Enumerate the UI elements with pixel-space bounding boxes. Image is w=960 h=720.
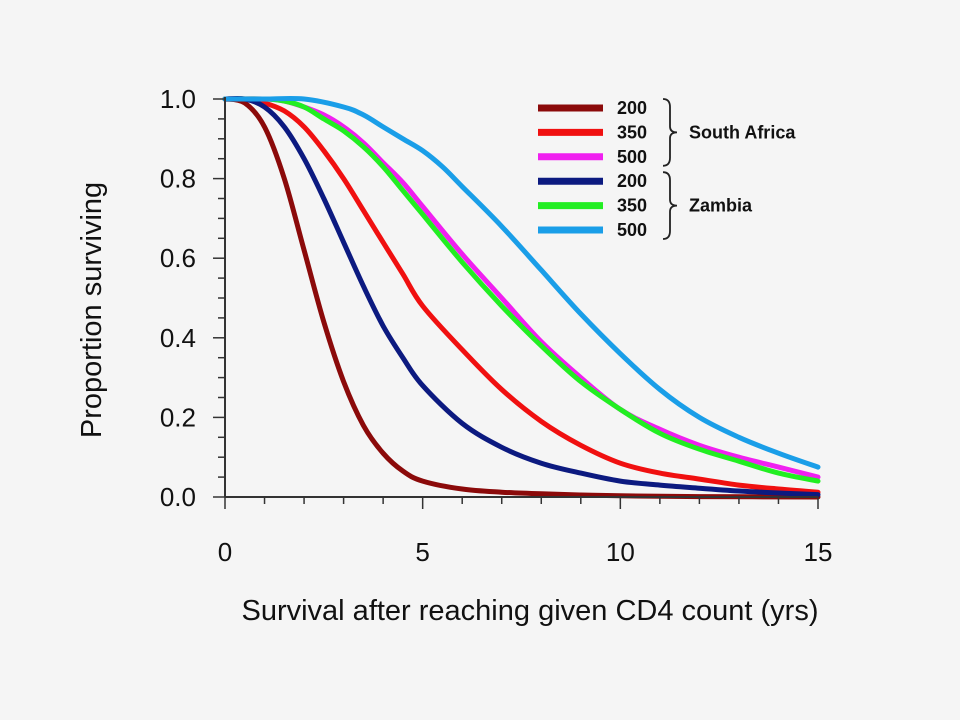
legend-group-label: Zambia xyxy=(689,196,753,216)
legend-label: 350 xyxy=(617,122,647,142)
x-axis-title: Survival after reaching given CD4 count … xyxy=(241,595,818,627)
series-line-south-africa-200 xyxy=(222,96,821,500)
y-tick-label: 0.6 xyxy=(160,243,196,273)
legend: 200 350 500 200 350 500 South Africa Zambia xyxy=(538,98,796,240)
legend-group-brace xyxy=(662,171,678,240)
legend-label: 350 xyxy=(617,196,647,216)
legend-group-brace xyxy=(662,98,678,167)
y-tick-label: 0.8 xyxy=(160,164,196,194)
series-line-south-africa-350 xyxy=(222,96,821,495)
y-tick-label: 1.0 xyxy=(160,84,196,114)
series-curves xyxy=(222,95,821,500)
x-tick-label: 10 xyxy=(606,537,635,567)
x-tick-label: 5 xyxy=(415,537,429,567)
y-tick-label: 0.2 xyxy=(160,402,196,432)
series-line-zambia-200 xyxy=(222,95,821,498)
legend-group-label: South Africa xyxy=(689,122,796,142)
legend-label: 200 xyxy=(617,98,647,118)
x-tick-label: 15 xyxy=(804,537,833,567)
legend-label: 500 xyxy=(617,147,647,167)
x-tick-label: 0 xyxy=(218,537,232,567)
axes: 0 5 10 15 0.0 0.2 0.4 0.6 0.8 1.0 xyxy=(160,84,833,567)
legend-label: 500 xyxy=(617,220,647,240)
y-tick-label: 0.4 xyxy=(160,323,196,353)
y-tick-label: 0.0 xyxy=(160,482,196,512)
series-line-zambia-500 xyxy=(222,95,821,470)
series-line-zambia-350 xyxy=(222,96,821,484)
y-axis-title: Proportion surviving xyxy=(76,182,108,438)
legend-label: 200 xyxy=(617,171,647,191)
